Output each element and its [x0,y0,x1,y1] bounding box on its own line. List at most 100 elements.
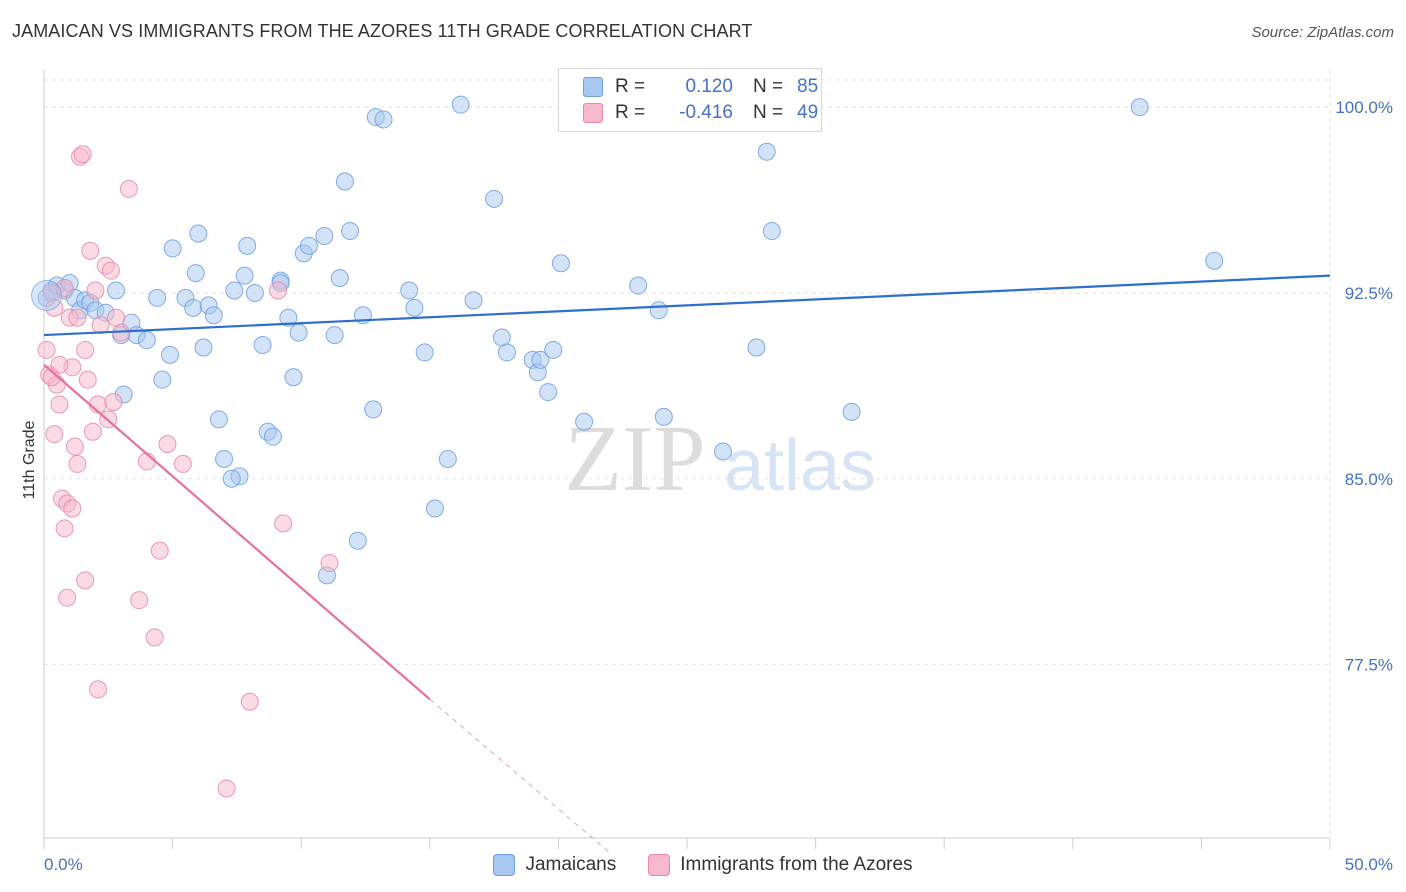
jamaicans-point [263,427,282,446]
watermark-atlas: atlas [724,426,876,506]
jamaicans-point [184,298,203,317]
azores-point [83,422,102,441]
jamaicans-point [31,279,63,311]
azores-point [63,499,82,518]
r-label: R = [615,76,646,97]
r-label: R = [615,102,646,123]
legend-item-azores: Immigrants from the Azores [648,854,913,876]
azores-point [173,454,192,473]
jamaicans-point [649,301,668,320]
legend-label-azores: Immigrants from the Azores [680,854,913,875]
trend-lines [43,274,1331,854]
tick-labels: 100.0% 92.5% 85.0% 77.5% 0.0% 50.0% [44,98,1393,874]
jamaicans-point [757,142,776,161]
legend-item-jamaicans: Jamaicans [493,854,616,876]
azores-trend-extension [429,698,611,854]
azores-point [68,308,87,327]
azores-point [91,316,110,335]
jamaicans-point [289,323,308,342]
azores-point [145,628,164,647]
jamaicans-point [107,281,126,300]
jamaicans-point [539,383,558,402]
azores-point [101,261,120,280]
azores-point [65,437,84,456]
azores-point [81,241,100,260]
n-value: 85 [797,76,819,97]
jamaicans-point [194,338,213,357]
axes [43,70,1331,849]
azores-point [240,692,259,711]
data-points [31,95,1224,798]
jamaicans-point [497,343,516,362]
jamaicans-point [485,189,504,208]
jamaicans-point [235,266,254,285]
jamaicans-point [438,449,457,468]
jamaicans-point [544,340,563,359]
jamaicans-point [209,410,228,429]
azores-swatch [583,103,603,123]
azores-point [76,340,95,359]
azores-point [130,591,149,610]
jamaicans-point [238,236,257,255]
n-label: N = [753,76,784,97]
jamaicans-point [762,222,781,241]
jamaicans-point [348,531,367,550]
stats-legend: R = 0.120 N = 85 R = -0.416 N = 49 [558,68,822,132]
jamaicans-point [1130,98,1149,117]
chart-title: JAMAICAN VS IMMIGRANTS FROM THE AZORES 1… [12,21,753,41]
y-axis-label: 11th Grade [21,420,38,500]
jamaicans-point [186,264,205,283]
legend-label-jamaicans: Jamaicans [525,854,617,875]
azores-point [137,452,156,471]
jamaicans-point [747,338,766,357]
jamaicans-point [575,412,594,431]
azores-point [50,395,69,414]
jamaicans-point [225,281,244,300]
source-credit: Source: ZipAtlas.com [1251,24,1394,41]
jamaicans-point [189,224,208,243]
azores-point [217,779,236,798]
azores-point [104,392,123,411]
jamaicans-point [148,288,167,307]
x-tick-label: 0.0% [44,855,83,874]
jamaicans-point [330,269,349,288]
azores-point [73,145,92,164]
jamaicans-point [335,172,354,191]
legend-swatch-jamaicans [493,854,516,876]
y-tick-label: 77.5% [1345,656,1393,675]
jamaicans-point [405,298,424,317]
azores-point [45,425,64,444]
y-tick-label: 92.5% [1345,284,1393,303]
jamaicans-point [204,306,223,325]
jamaicans-point [1205,251,1224,270]
jamaicans-point [551,254,570,273]
jamaicans-point [374,110,393,129]
jamaicans-point [464,291,483,310]
n-value: 49 [797,102,819,123]
azores-point [50,355,69,374]
jamaicans-point [415,343,434,362]
jamaicans-point [137,331,156,350]
azores-point [320,554,339,573]
jamaicans-point [299,236,318,255]
azores-point [55,279,74,298]
jamaicans-point [629,276,648,295]
azores-point [68,454,87,473]
r-value: 0.120 [685,76,733,97]
jamaicans-point [451,95,470,114]
jamaicans-point [222,469,241,488]
jamaicans-point [163,239,182,258]
jamaicans-point [341,222,360,241]
azores-trend-line [43,363,431,701]
x-tick-label: 50.0% [1345,855,1393,874]
jamaicans-point [161,345,180,364]
jamaicans-point [253,335,272,354]
jamaicans-trend-line [43,274,1331,337]
azores-point [158,435,177,454]
jamaicans-point [425,499,444,518]
jamaicans-point [315,226,334,245]
legend-swatch-azores [648,854,671,876]
jamaicans-point [364,400,383,419]
stats-legend-row-jamaicans: R = 0.120 N = 85 [583,75,818,99]
